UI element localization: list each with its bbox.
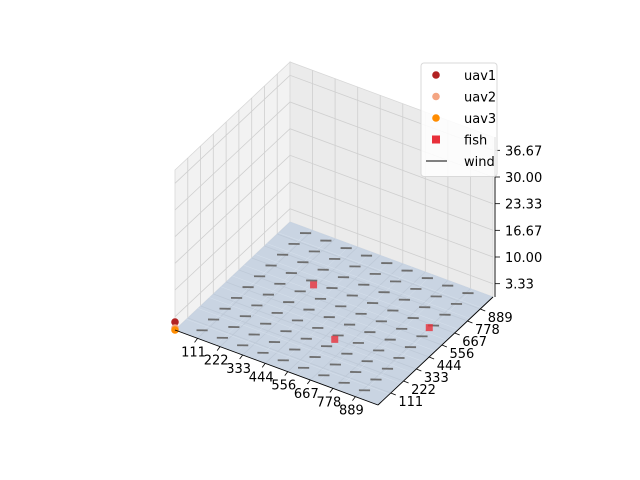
z-tick-label: 36.67 bbox=[505, 144, 542, 159]
point-fish bbox=[425, 324, 433, 332]
x-tick-mark bbox=[216, 346, 221, 351]
y-tick-mark bbox=[480, 308, 486, 312]
y-tick-label: 222 bbox=[411, 383, 436, 398]
z-tick-label: 23.33 bbox=[505, 198, 542, 213]
y-tick-mark bbox=[416, 368, 422, 372]
legend-marker-uav3 bbox=[432, 114, 440, 122]
x-tick-label: 667 bbox=[294, 387, 319, 402]
y-axis-line bbox=[377, 296, 494, 406]
y-tick-mark bbox=[428, 356, 435, 360]
legend-marker-uav1 bbox=[432, 71, 440, 79]
y-tick-label: 111 bbox=[398, 395, 423, 410]
x-tick-mark bbox=[194, 338, 198, 343]
point-uav1 bbox=[171, 318, 179, 326]
x-tick-mark bbox=[239, 354, 243, 360]
surface-mesh-line bbox=[232, 275, 436, 352]
legend-label-uav3: uav3 bbox=[464, 112, 496, 127]
legend-marker-fish bbox=[432, 135, 440, 144]
legend-label-fish: fish bbox=[464, 134, 487, 149]
surface-mesh-line bbox=[278, 232, 482, 309]
legend-label-uav1: uav1 bbox=[464, 69, 496, 84]
y-tick-label: 556 bbox=[449, 347, 474, 362]
x-tick-label: 444 bbox=[249, 370, 274, 385]
legend-marker-uav2 bbox=[432, 92, 440, 101]
y-tick-label: 778 bbox=[475, 323, 500, 338]
tick-labels: 1112223334445566677788891112223334445566… bbox=[181, 144, 542, 418]
x-tick-mark bbox=[261, 363, 266, 368]
surface-mesh-line bbox=[255, 254, 459, 330]
x-tick-mark bbox=[284, 371, 289, 376]
x-tick-label: 222 bbox=[204, 354, 229, 369]
y-tick-mark bbox=[390, 392, 396, 396]
y-tick-mark bbox=[454, 332, 460, 336]
y-tick-label: 444 bbox=[437, 359, 462, 374]
z-tick-label: 16.67 bbox=[505, 224, 542, 239]
y-tick-label: 333 bbox=[424, 371, 449, 386]
legend-box bbox=[420, 62, 498, 177]
y-tick-label: 889 bbox=[488, 311, 513, 326]
legend: uav1 uav2 uav3 fish wind bbox=[420, 62, 498, 177]
y-tick-mark bbox=[403, 380, 409, 384]
x-tick-label: 333 bbox=[226, 362, 251, 377]
x-tick-label: 556 bbox=[271, 379, 296, 394]
surface-mesh-line bbox=[243, 264, 448, 341]
x-tick-mark bbox=[307, 379, 311, 385]
wind-field bbox=[196, 232, 474, 392]
z-tick-label: 10.00 bbox=[505, 251, 542, 266]
grid-line-z bbox=[174, 181, 494, 291]
x-tick-mark bbox=[329, 388, 334, 393]
point-fish bbox=[310, 281, 318, 289]
z-tick-label: 30.00 bbox=[505, 171, 542, 186]
x-tick-label: 778 bbox=[316, 395, 341, 410]
y-tick-label: 667 bbox=[462, 335, 487, 350]
x-axis-line bbox=[174, 329, 379, 406]
grid-line-z bbox=[174, 208, 494, 317]
x-tick-label: 889 bbox=[339, 404, 364, 419]
x-tick-mark bbox=[352, 396, 356, 401]
surface-mesh-line bbox=[266, 243, 471, 319]
z-tick-label: 3.33 bbox=[505, 278, 534, 293]
grid-line-z bbox=[174, 154, 494, 264]
y-tick-mark bbox=[467, 320, 473, 324]
grid-line-z bbox=[174, 128, 494, 237]
point-fish bbox=[331, 335, 339, 343]
legend-label-wind: wind bbox=[464, 155, 495, 170]
x-tick-label: 111 bbox=[181, 345, 206, 360]
y-tick-mark bbox=[441, 344, 448, 348]
legend-label-uav2: uav2 bbox=[464, 91, 496, 106]
